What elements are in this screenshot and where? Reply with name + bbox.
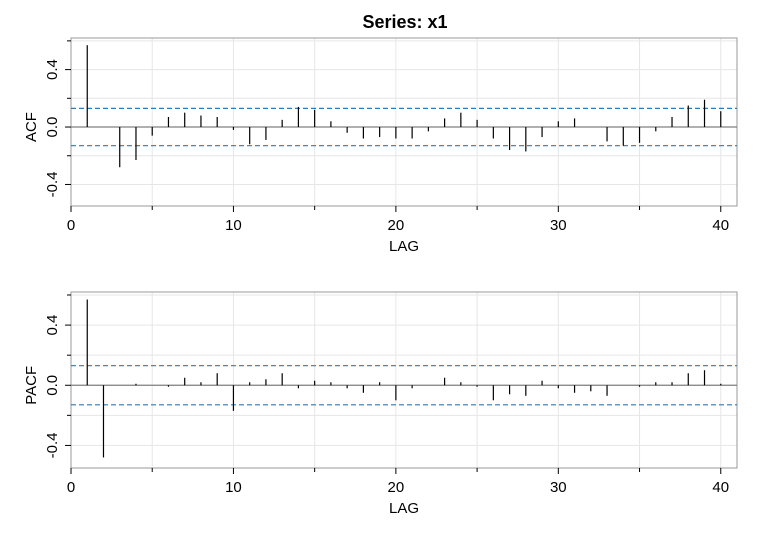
acf-y-axis-label: ACF [23,112,40,142]
pacf-x-axis-label: LAG [389,500,419,517]
pacf-y-tick-label: 0.0 [44,375,61,396]
pacf-x-tick-label: 0 [67,479,75,496]
acf-x-tick-label: 20 [388,217,405,234]
acf-y-tick-label: 0.0 [44,117,61,138]
pacf-panel: 0 10 20 30 40 -0.4 0.0 0.4 LAG PACF [23,291,738,517]
pacf-x-tick-label: 40 [712,479,729,496]
pacf-x-tick-label: 10 [225,479,242,496]
acf-x-tick-label: 40 [712,217,729,234]
acf-x-tick-label: 10 [225,217,242,234]
acf-panel: 0 10 20 30 40 -0.4 0.0 0.4 LAG ACF [23,37,738,255]
acf-x-tick-label: 0 [67,217,75,234]
pacf-plot-frame [70,291,738,469]
acf-plot-frame [70,37,738,207]
acf-x-axis-label: LAG [389,238,419,255]
pacf-y-axis-label: PACF [23,366,40,405]
pacf-y-tick-label: -0.4 [44,433,61,459]
acf-y-tick-label: -0.4 [44,172,61,198]
acf-x-tick-label: 30 [550,217,567,234]
pacf-y-tick-label: 0.4 [44,315,61,336]
figure-title: Series: x1 [362,12,447,32]
pacf-x-tick-label: 20 [388,479,405,496]
acf-y-tick-label: 0.4 [44,59,61,80]
pacf-x-tick-label: 30 [550,479,567,496]
